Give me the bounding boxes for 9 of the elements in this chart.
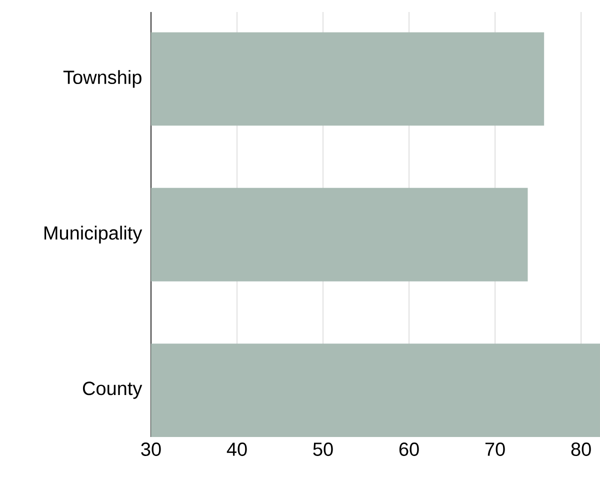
x-tick-label: 80 [571, 442, 591, 456]
x-tick-label: 60 [399, 442, 419, 456]
y-tick-label: Municipality [44, 226, 142, 244]
y-tick-label: Township [63, 70, 142, 88]
x-tick-label: 30 [141, 442, 161, 456]
y-tick-label: County [82, 382, 142, 399]
x-tick-label: 50 [313, 442, 333, 456]
x-tick-label: 40 [226, 442, 247, 456]
x-tick-label: 70 [485, 442, 505, 456]
